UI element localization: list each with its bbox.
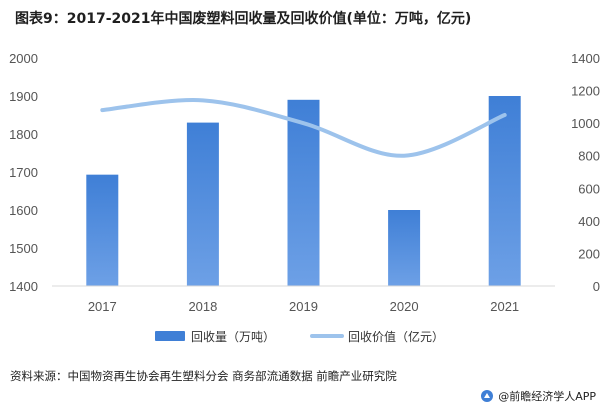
bar-2020 bbox=[388, 210, 421, 286]
legend-swatch-bar bbox=[155, 331, 185, 341]
right-tick-label: 1000 bbox=[571, 116, 600, 131]
right-tick-label: 1200 bbox=[571, 84, 600, 99]
x-axis: 2017 2018 2019 2020 2021 bbox=[88, 299, 519, 314]
bars-layer bbox=[86, 96, 521, 286]
right-tick-label: 0 bbox=[593, 279, 600, 294]
bar-2018 bbox=[186, 122, 219, 286]
legend-label-bar: 回收量（万吨） bbox=[191, 330, 275, 344]
right-tick-label: 600 bbox=[578, 181, 600, 196]
x-tick-label: 2017 bbox=[88, 299, 117, 314]
brand-logo-icon bbox=[481, 390, 494, 402]
left-tick-label: 1500 bbox=[9, 241, 38, 256]
chart-canvas: 1400 1500 1600 1700 1800 1900 2000 0 200 400 600 8… bbox=[9, 51, 600, 344]
legend: 回收量（万吨） 回收价值（亿元） bbox=[155, 329, 444, 344]
left-axis: 1400 1500 1600 1700 1800 1900 2000 bbox=[9, 51, 38, 294]
x-tick-label: 2018 bbox=[188, 299, 217, 314]
credit-watermark: @前瞻经济学人APP bbox=[480, 388, 596, 404]
source-note: 资料来源：中国物资再生协会再生塑料分会 商务部流通数据 前瞻产业研究院 bbox=[10, 369, 397, 383]
x-tick-label: 2021 bbox=[490, 299, 519, 314]
right-tick-label: 200 bbox=[578, 246, 600, 261]
credit-text: @前瞻经济学人APP bbox=[498, 390, 596, 403]
right-axis: 0 200 400 600 800 1000 1200 1400 bbox=[571, 51, 600, 294]
right-tick-label: 400 bbox=[578, 214, 600, 229]
series-line-value bbox=[100, 98, 507, 158]
left-tick-label: 1400 bbox=[9, 279, 38, 294]
left-tick-label: 2000 bbox=[9, 51, 38, 66]
left-tick-label: 1900 bbox=[9, 89, 38, 104]
bar-2017 bbox=[86, 174, 119, 286]
x-tick-label: 2019 bbox=[289, 299, 318, 314]
legend-label-line: 回收价值（亿元） bbox=[348, 329, 444, 344]
bar-2019 bbox=[287, 99, 320, 286]
chart-title: 图表9：2017-2021年中国废塑料回收量及回收价值(单位：万吨，亿元) bbox=[15, 11, 472, 27]
right-tick-label: 800 bbox=[578, 149, 600, 164]
left-tick-label: 1700 bbox=[9, 165, 38, 180]
x-tick-label: 2020 bbox=[390, 299, 419, 314]
right-tick-label: 1400 bbox=[571, 51, 600, 66]
left-tick-label: 1600 bbox=[9, 203, 38, 218]
left-tick-label: 1800 bbox=[9, 127, 38, 142]
bar-2021 bbox=[488, 96, 521, 286]
